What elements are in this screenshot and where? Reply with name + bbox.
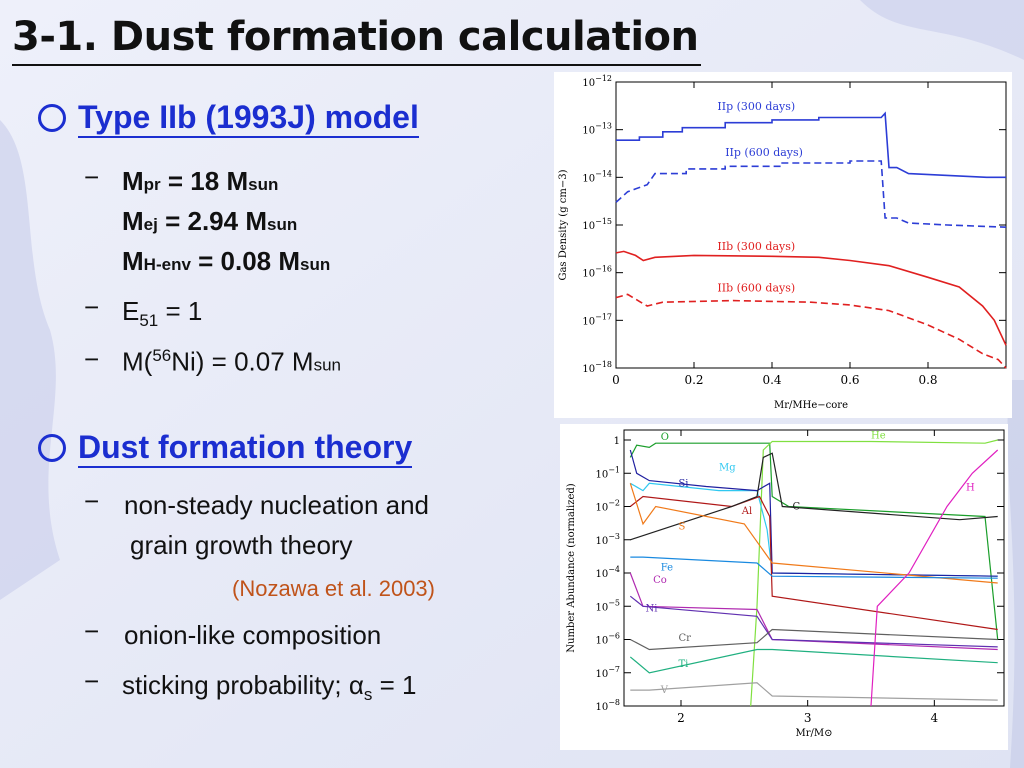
series-line-ni xyxy=(629,595,998,648)
series-line-he xyxy=(750,439,998,707)
series-label: C xyxy=(792,502,800,513)
dash-bullet-icon: − xyxy=(84,486,100,516)
series-line-al xyxy=(629,495,998,631)
theory-line-2: grain growth theory xyxy=(130,530,353,560)
x-axis-label: Mr/MHe−core xyxy=(774,400,848,411)
abundance-chart-panel: 2 3 4 1 10−1 10−2 10−3 10−4 10−5 10−6 10−7 10−8 O He M… xyxy=(560,424,1008,750)
y-tick-label: 10−8 xyxy=(595,698,620,713)
y-tick-label: 10−16 xyxy=(582,265,612,280)
dash-bullet-icon: − xyxy=(84,666,100,696)
series-label: Al xyxy=(741,506,752,517)
x-tick-label: 0.8 xyxy=(918,373,937,387)
y-tick-label: 10−15 xyxy=(582,217,612,232)
circle-bullet-icon xyxy=(38,104,66,132)
y-tick-label: 10−17 xyxy=(582,312,612,327)
x-tick-label: 0.4 xyxy=(762,373,781,387)
y-axis-label: Number Abundance (normalized) xyxy=(566,483,577,653)
y-tick-label: 10−12 xyxy=(582,74,612,89)
x-tick-label: 3 xyxy=(804,711,812,725)
y-axis-label: Gas Density (g cm−3) xyxy=(558,169,569,280)
series-label: H xyxy=(966,483,975,494)
dash-bullet-icon: − xyxy=(84,292,100,322)
y-tick-label: 10−18 xyxy=(582,360,612,375)
series-label: Fe xyxy=(661,562,673,573)
plot-frame xyxy=(623,429,1005,707)
theory-line-1: non-steady nucleation and xyxy=(124,490,430,520)
series-line-iip-300-days- xyxy=(616,111,1006,179)
citation: (Nozawa et al. 2003) xyxy=(232,576,435,601)
x-tick-label: 4 xyxy=(931,711,939,725)
series-label: Ti xyxy=(678,659,688,670)
series-label: IIb (300 days) xyxy=(717,240,795,253)
slide-title: 3-1. Dust formation calculation xyxy=(12,10,701,66)
series-line-ti xyxy=(629,648,998,674)
section-heading-theory: Dust formation theory xyxy=(38,428,413,468)
nickel-line: M(56Ni) = 0.07 Msun xyxy=(122,346,341,377)
y-tick-label: 10−13 xyxy=(582,122,612,137)
series-line-mg xyxy=(630,482,998,577)
series-label: Ni xyxy=(646,603,658,614)
section-heading-text: Dust formation theory xyxy=(78,428,413,468)
y-tick-label: 1 xyxy=(614,436,620,447)
series-line-fe xyxy=(630,556,998,579)
y-tick-label: 10−2 xyxy=(595,499,620,514)
y-tick-label: 10−6 xyxy=(595,632,620,647)
series-line-iib-300-days- xyxy=(615,250,1007,346)
x-tick-label: 0 xyxy=(612,373,620,387)
circle-bullet-icon xyxy=(38,434,66,462)
density-chart: 0 0.2 0.4 0.6 0.8 10−12 10−13 10−14 10−15 10−16 10… xyxy=(558,74,1007,411)
energy-line: E51 = 1 xyxy=(122,296,203,331)
menv-line: MH-env = 0.08 Msun xyxy=(122,246,331,276)
y-tick-label: 10−4 xyxy=(595,565,620,580)
onion-line: onion-like composition xyxy=(124,620,382,650)
series-label: Co xyxy=(653,575,667,586)
dash-bullet-icon: − xyxy=(84,162,100,192)
y-tick-label: 10−1 xyxy=(595,465,620,480)
series-line-cr xyxy=(630,628,998,651)
series-line-iip-600-days- xyxy=(615,160,1007,228)
series-label: S xyxy=(678,522,685,533)
series-label: Mg xyxy=(719,463,736,474)
abundance-chart: 2 3 4 1 10−1 10−2 10−3 10−4 10−5 10−6 10−7 10−8 O He M… xyxy=(566,429,1005,739)
series-line-h xyxy=(870,449,999,707)
series-line-s xyxy=(629,483,998,584)
dash-bullet-icon: − xyxy=(84,616,100,646)
series-label: IIp (300 days) xyxy=(717,100,795,113)
series-label: Si xyxy=(678,478,688,489)
x-tick-label: 0.6 xyxy=(840,373,859,387)
x-tick-label: 2 xyxy=(677,711,685,725)
series-line-v xyxy=(630,682,998,701)
y-tick-label: 10−5 xyxy=(595,598,620,613)
series-label: O xyxy=(661,432,669,443)
section-heading-text: Type IIb (1993J) model xyxy=(78,98,419,138)
series-label: IIb (600 days) xyxy=(717,282,795,295)
dash-bullet-icon: − xyxy=(84,344,100,374)
series-label: IIp (600 days) xyxy=(725,146,803,159)
series-line-co xyxy=(629,572,998,651)
y-tick-label: 10−3 xyxy=(595,532,620,547)
x-axis-label: Mr/M⊙ xyxy=(795,728,832,739)
density-chart-panel: 0 0.2 0.4 0.6 0.8 10−12 10−13 10−14 10−15 10−16 10… xyxy=(554,72,1012,418)
series-label: He xyxy=(871,431,886,442)
x-tick-label: 0.2 xyxy=(684,373,703,387)
mpr-line: Mpr = 18 Msun xyxy=(122,166,279,196)
mej-line: Mej = 2.94 Msun xyxy=(122,206,298,236)
series-line-iib-600-days- xyxy=(615,293,1007,369)
series-label: Cr xyxy=(678,633,691,644)
series-line-si xyxy=(629,449,998,577)
series-line-c xyxy=(630,452,998,541)
y-tick-label: 10−14 xyxy=(582,169,612,184)
series-label: V xyxy=(660,685,669,696)
y-tick-label: 10−7 xyxy=(595,665,620,680)
sticking-line: sticking probability; αs = 1 xyxy=(122,670,417,705)
section-heading-model: Type IIb (1993J) model xyxy=(38,98,419,138)
